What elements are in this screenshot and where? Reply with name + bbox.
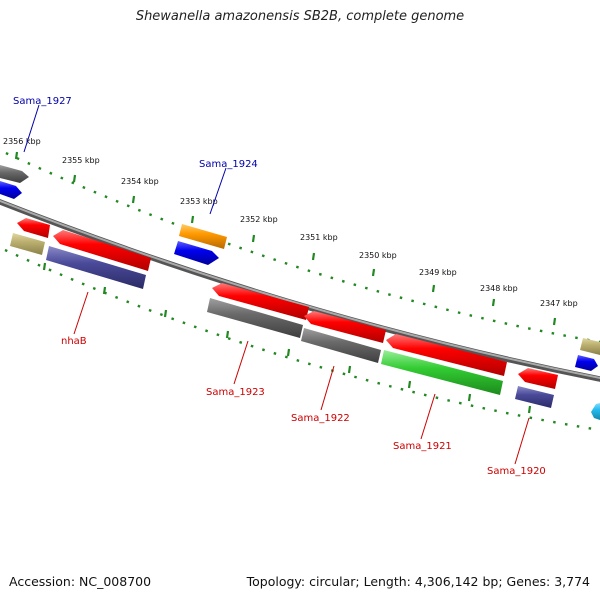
gene-feature[interactable] <box>515 386 554 408</box>
tick-label: 2352 kbp <box>240 215 278 224</box>
tick-label: 2350 kbp <box>359 251 397 260</box>
leader-line <box>73 291 89 335</box>
inner-tick-marks <box>42 262 532 414</box>
accession-text: Accession: NC_008700 <box>9 574 152 589</box>
tick-mark <box>491 298 496 307</box>
tick-label: 2348 kbp <box>480 284 518 293</box>
tick-mark <box>42 262 47 271</box>
gene-feature[interactable] <box>10 233 45 255</box>
kbp-tick-marks <box>14 151 557 326</box>
tick-label: 2351 kbp <box>300 233 338 242</box>
gene-feature[interactable] <box>0 165 29 183</box>
gene-feature[interactable] <box>301 328 381 363</box>
leader-line <box>514 417 530 465</box>
tick-mark <box>225 330 230 339</box>
tick-mark <box>527 405 532 414</box>
tick-mark <box>431 284 436 293</box>
gene-feature[interactable] <box>46 246 146 289</box>
leader-line <box>209 167 227 215</box>
gene-feature[interactable] <box>17 218 50 238</box>
gene-feature[interactable] <box>53 230 151 271</box>
genome-summary-text: Topology: circular; Length: 4,306,142 bp… <box>246 574 590 589</box>
forward-strand-genes <box>0 165 600 371</box>
gene-label[interactable]: Sama_1924 <box>199 159 258 170</box>
tick-mark <box>311 252 316 261</box>
gene-feature[interactable] <box>580 338 600 355</box>
gene-feature[interactable] <box>591 403 600 420</box>
tick-mark <box>14 151 19 160</box>
gene-labels: Sama_1927 Sama_1924 nhaB Sama_1923 Sama_… <box>13 96 546 477</box>
tick-label: 2354 kbp <box>121 177 159 186</box>
gene-label[interactable]: Sama_1920 <box>487 466 546 477</box>
gene-feature[interactable] <box>575 355 598 371</box>
label-leaders <box>23 104 530 465</box>
gene-label[interactable]: Sama_1923 <box>206 387 265 398</box>
leader-line <box>320 365 335 411</box>
gene-feature[interactable] <box>0 181 22 199</box>
gene-label[interactable]: Sama_1921 <box>393 441 452 452</box>
tick-mark <box>467 393 472 402</box>
gene-feature[interactable] <box>174 241 219 265</box>
gene-feature[interactable] <box>304 311 386 343</box>
reverse-strand-genes <box>10 218 600 420</box>
leader-line <box>420 393 436 440</box>
tick-mark <box>163 309 168 318</box>
kbp-labels: 2356 kbp 2355 kbp 2354 kbp 2353 kbp 2352… <box>3 137 578 308</box>
tick-mark <box>251 234 256 243</box>
tick-label: 2356 kbp <box>3 137 41 146</box>
tick-mark <box>102 286 107 295</box>
gene-label[interactable]: nhaB <box>61 336 87 347</box>
leader-line <box>23 104 40 153</box>
gene-feature[interactable] <box>212 283 309 320</box>
tick-mark <box>371 268 376 277</box>
gene-feature[interactable] <box>518 368 558 389</box>
tick-mark <box>286 348 291 357</box>
tick-label: 2347 kbp <box>540 299 578 308</box>
map-title: Shewanella amazonensis SB2B, complete ge… <box>135 9 465 24</box>
tick-mark <box>190 215 195 224</box>
genome-backbone-highlight <box>0 199 600 380</box>
gene-feature[interactable] <box>179 224 227 249</box>
tick-label: 2355 kbp <box>62 156 100 165</box>
tick-mark <box>347 365 352 374</box>
gene-feature[interactable] <box>381 350 503 395</box>
gene-feature[interactable] <box>386 334 507 376</box>
tick-label: 2349 kbp <box>419 268 457 277</box>
tick-mark <box>131 195 136 204</box>
gene-feature[interactable] <box>207 298 303 338</box>
leader-line <box>233 340 249 385</box>
tick-label: 2353 kbp <box>180 197 218 206</box>
gene-label[interactable]: Sama_1922 <box>291 413 350 424</box>
tick-mark <box>552 317 557 326</box>
gene-label[interactable]: Sama_1927 <box>13 96 72 107</box>
tick-mark <box>407 380 412 389</box>
tick-mark <box>72 174 77 183</box>
